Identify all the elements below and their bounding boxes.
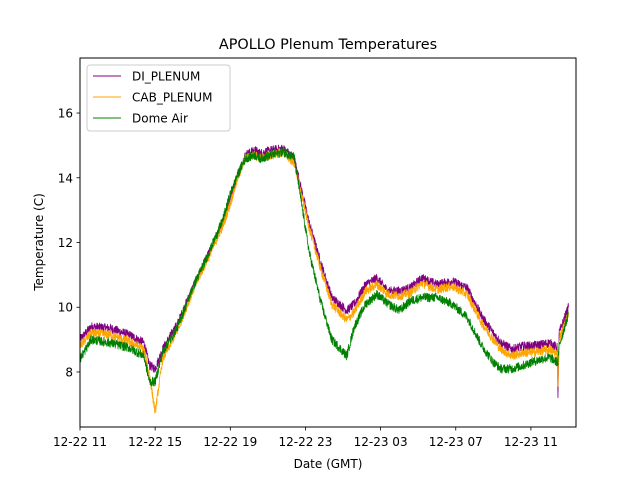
x-axis-label: Date (GMT) xyxy=(294,457,363,471)
y-axis-label: Temperature (C) xyxy=(32,193,46,292)
chart-title: APOLLO Plenum Temperatures xyxy=(219,37,437,53)
x-tick-label: 12-23 07 xyxy=(429,435,483,449)
legend-label-cab-plenum: CAB_PLENUM xyxy=(132,91,212,105)
y-axis-ticks: 8 10 12 14 16 xyxy=(58,107,80,379)
y-tick-label: 10 xyxy=(58,301,73,315)
y-tick-label: 16 xyxy=(58,107,73,121)
y-tick-label: 12 xyxy=(58,236,73,250)
series-layer xyxy=(80,144,569,414)
legend-label-di-plenum: DI_PLENUM xyxy=(132,70,200,84)
legend: DI_PLENUM CAB_PLENUM Dome Air xyxy=(86,64,231,132)
x-tick-label: 12-22 11 xyxy=(53,435,107,449)
series-line-cab-plenum xyxy=(80,148,569,414)
x-tick-label: 12-23 03 xyxy=(354,435,408,449)
x-tick-label: 12-22 15 xyxy=(128,435,182,449)
series-line-dome-air xyxy=(80,147,569,387)
y-tick-label: 8 xyxy=(65,365,73,379)
x-axis-ticks: 12-22 11 12-22 15 12-22 19 12-22 23 12-23 03… xyxy=(53,427,558,449)
y-tick-label: 14 xyxy=(58,171,73,185)
legend-box xyxy=(86,64,231,132)
x-tick-label: 12-22 23 xyxy=(278,435,332,449)
x-tick-label: 12-23 11 xyxy=(504,435,558,449)
x-tick-label: 12-22 19 xyxy=(203,435,257,449)
legend-label-dome-air: Dome Air xyxy=(132,112,188,126)
